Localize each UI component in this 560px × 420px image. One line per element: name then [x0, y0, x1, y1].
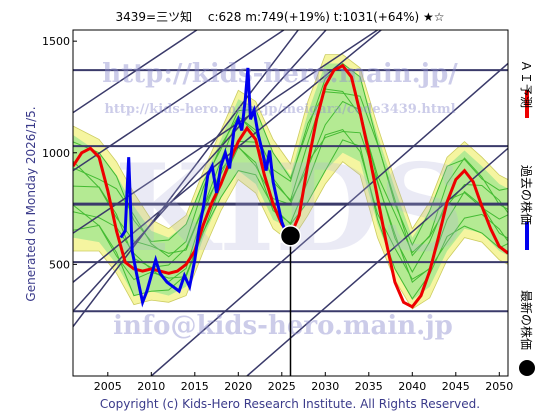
trend-line: [73, 30, 300, 328]
legend-past-label: 過去の株価: [519, 165, 534, 225]
plot-frame: [72, 29, 509, 377]
trend-line: [73, 30, 383, 283]
x-tick-label: 2015: [181, 380, 209, 393]
past-price-line: [119, 67, 291, 308]
y-axis-ticks: 500 1000 1500: [42, 35, 77, 271]
y-tick-label: 1000: [42, 147, 70, 160]
x-tick-label: 2035: [355, 380, 383, 393]
legend-prediction-label: ＡＩ予測: [519, 60, 533, 108]
trend-line: [73, 30, 379, 234]
watermark-email: info@kids-hero.main.jp: [113, 311, 453, 341]
x-tick-label: 2040: [398, 380, 426, 393]
chart-title: 3439=三ツ知 c:628 m:749(+19%) t:1031(+64%) …: [115, 10, 444, 24]
y-tick-label: 500: [49, 258, 70, 271]
forecast-line: [73, 129, 508, 281]
generated-date-label: Generated on Monday 2026/1/5.: [24, 106, 38, 301]
x-tick-label: 2020: [224, 380, 252, 393]
x-tick-label: 2050: [485, 380, 513, 393]
watermark-url-small: http://kids-hero.main.jp/meigara/code343…: [104, 102, 455, 117]
trend-line: [73, 30, 327, 312]
copyright-footer: Copyright (c) Kids-Hero Research Institu…: [100, 397, 480, 411]
x-tick-label: 2010: [137, 380, 165, 393]
plot-content: KIDS http://kids-hero.main.jp/ http://ki…: [73, 30, 508, 376]
legend: ＡＩ予測 過去の株価 最新の株価: [519, 60, 535, 376]
x-tick-label: 2045: [442, 380, 470, 393]
x-tick-label: 2030: [311, 380, 339, 393]
trend-line: [73, 30, 286, 172]
x-tick-label: 2005: [94, 380, 122, 393]
forecast-line: [73, 130, 508, 284]
forecast-line: [73, 62, 508, 247]
y-tick-label: 1500: [42, 35, 70, 48]
x-axis-ticks: 2005 2010 2015 2020 2025 2030 2035 2040 2045 2050: [94, 372, 513, 393]
trend-line: [73, 30, 199, 114]
latest-price-marker: [279, 225, 302, 247]
watermark-url: http://kids-hero.main.jp/: [102, 59, 458, 89]
x-tick-label: 2025: [268, 380, 296, 393]
legend-latest-label: 最新の株価: [519, 290, 534, 350]
trend-line: [150, 62, 508, 376]
legend-latest-swatch: [519, 360, 535, 376]
